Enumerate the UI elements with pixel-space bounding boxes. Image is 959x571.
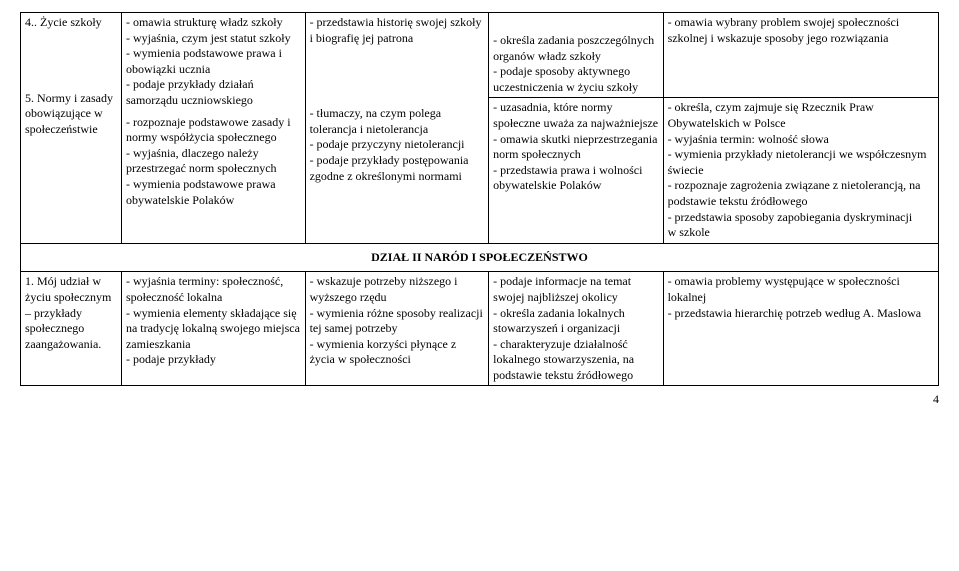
topic-title: 4.. Życie szkoły [25, 15, 117, 31]
cell-text: - przedstawia historię swojej szkoły i b… [310, 15, 485, 46]
cell-text: - określa, czym zajmuje się Rzecznik Pra… [668, 100, 934, 240]
topic-cell: 1. Mój udział w życiu społecznym – przyk… [21, 272, 122, 386]
content-cell: - podaje informacje na temat swojej najb… [489, 272, 663, 386]
topic-cell: 4.. Życie szkoły 5. Normy i zasady obowi… [21, 13, 122, 244]
table-row: 1. Mój udział w życiu społecznym – przyk… [21, 272, 939, 386]
content-cell: - wyjaśnia terminy: społeczność, społecz… [121, 272, 305, 386]
cell-text: - wyjaśnia terminy: społeczność, społecz… [126, 274, 301, 368]
cell-text: - omawia wybrany problem swojej społeczn… [668, 15, 934, 46]
cell-text: - uzasadnia, które normy społeczne uważa… [493, 100, 658, 194]
curriculum-table: 4.. Życie szkoły 5. Normy i zasady obowi… [20, 12, 939, 386]
content-cell: - wskazuje potrzeby niższego i wyższego … [305, 272, 489, 386]
table-row: 4.. Życie szkoły 5. Normy i zasady obowi… [21, 13, 939, 98]
topic-title: 5. Normy i zasady obowiązujące w społecz… [25, 91, 117, 138]
cell-text: - omawia problemy występujące w społeczn… [668, 274, 934, 321]
content-cell: - omawia problemy występujące w społeczn… [663, 272, 938, 386]
content-cell: - określa, czym zajmuje się Rzecznik Pra… [663, 98, 938, 243]
cell-text: - tłumaczy, na czym polega tolerancja i … [310, 106, 485, 184]
content-cell: - określa zadania poszczególnych organów… [489, 13, 663, 98]
section-title: DZIAŁ II NARÓD I SPOŁECZEŃSTWO [21, 243, 939, 272]
page-number: 4 [20, 386, 939, 407]
content-cell: - omawia wybrany problem swojej społeczn… [663, 13, 938, 98]
topic-title: 1. Mój udział w życiu społecznym – przyk… [25, 274, 117, 352]
content-cell: - uzasadnia, które normy społeczne uważa… [489, 98, 663, 243]
content-cell: - omawia strukturę władz szkoły - wyjaśn… [121, 13, 305, 244]
content-cell: - przedstawia historię swojej szkoły i b… [305, 13, 489, 244]
section-row: DZIAŁ II NARÓD I SPOŁECZEŃSTWO [21, 243, 939, 272]
cell-text: - rozpoznaje podstawowe zasady i normy w… [126, 115, 301, 209]
cell-text: - określa zadania poszczególnych organów… [493, 33, 658, 95]
cell-text: - wskazuje potrzeby niższego i wyższego … [310, 274, 485, 368]
cell-text: - omawia strukturę władz szkoły - wyjaśn… [126, 15, 301, 109]
cell-text: - podaje informacje na temat swojej najb… [493, 274, 658, 383]
